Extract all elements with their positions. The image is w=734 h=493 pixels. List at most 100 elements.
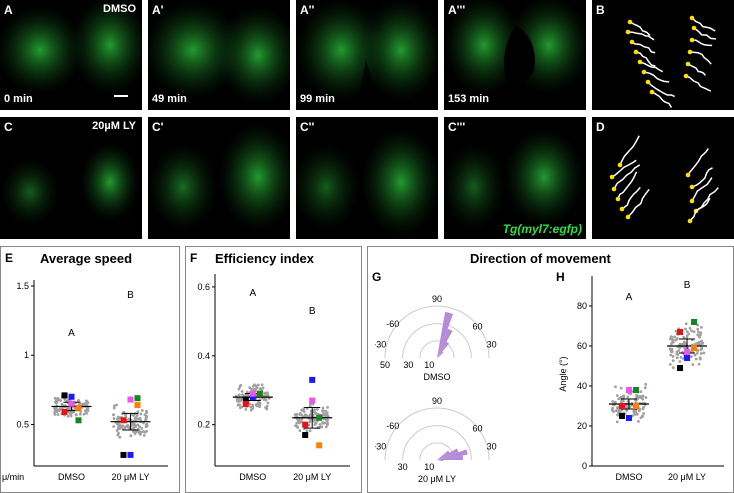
data-point xyxy=(632,410,636,414)
cardiac-tissue-image xyxy=(296,127,438,237)
data-point xyxy=(135,413,139,417)
track-endpoint xyxy=(689,37,695,43)
data-point xyxy=(78,402,81,406)
data-point xyxy=(621,395,625,399)
data-point xyxy=(53,413,57,416)
embryo-mean-marker xyxy=(120,451,127,458)
track-endpoint xyxy=(619,206,625,212)
embryo-mean-marker xyxy=(242,397,249,404)
data-point xyxy=(238,406,242,410)
cell-track xyxy=(691,177,713,202)
cell-track xyxy=(627,188,650,218)
data-point xyxy=(669,337,672,341)
x-tick-label: DMSO xyxy=(239,472,266,482)
y-tick-label: 1 xyxy=(24,350,29,360)
data-point xyxy=(692,330,696,334)
cell-track xyxy=(689,197,711,222)
rose-ring xyxy=(436,305,490,359)
embryo-mean-marker xyxy=(68,393,75,400)
data-point xyxy=(295,421,299,425)
data-point xyxy=(694,357,698,361)
data-point xyxy=(614,409,618,413)
rose-ring xyxy=(402,323,438,359)
data-point xyxy=(124,413,127,417)
data-point xyxy=(639,390,643,394)
data-point xyxy=(678,342,682,346)
data-point xyxy=(696,327,700,331)
data-point xyxy=(699,333,702,337)
data-point xyxy=(326,423,329,427)
track-endpoint xyxy=(689,15,695,21)
data-point xyxy=(86,401,90,405)
rose-ring xyxy=(436,425,472,461)
rose-angle-label: 90 xyxy=(432,396,442,406)
data-point xyxy=(671,366,675,370)
data-point xyxy=(677,349,681,353)
data-point xyxy=(60,402,64,406)
panel-A: A DMSO 0 min xyxy=(0,0,142,110)
data-point xyxy=(298,412,302,415)
data-point xyxy=(59,406,63,410)
data-point xyxy=(112,413,115,417)
data-point xyxy=(239,383,243,387)
significance-label: A xyxy=(68,328,75,339)
data-point xyxy=(312,419,316,423)
cell-track xyxy=(635,51,656,67)
data-point xyxy=(614,385,617,389)
x-tick-label: 20 μM LY xyxy=(293,472,331,482)
data-point xyxy=(324,418,328,422)
data-point xyxy=(673,335,676,339)
embryo-mean-marker xyxy=(618,403,625,409)
data-point xyxy=(132,422,136,426)
data-point xyxy=(248,386,252,389)
data-point xyxy=(615,420,619,424)
panel-C-double-prime: C'' xyxy=(296,117,438,239)
data-point xyxy=(139,412,143,416)
time-label: 153 min xyxy=(448,93,489,105)
rose-bin xyxy=(437,449,468,460)
rose-bin xyxy=(437,355,441,358)
data-point xyxy=(241,393,244,397)
data-point xyxy=(698,356,702,360)
data-point xyxy=(633,412,637,416)
data-point xyxy=(79,410,83,414)
embryo-mean-marker xyxy=(691,345,698,351)
data-point xyxy=(237,387,241,391)
data-point xyxy=(636,412,639,416)
track-endpoint xyxy=(609,174,615,180)
data-point xyxy=(136,423,140,427)
data-point xyxy=(690,329,694,333)
data-point xyxy=(145,411,149,415)
unit-label: μ/min xyxy=(2,472,24,482)
data-point xyxy=(69,413,72,416)
significance-label: B xyxy=(127,290,134,301)
cell-track xyxy=(689,51,712,65)
panel-label: C''' xyxy=(448,120,466,134)
data-point xyxy=(683,342,687,346)
cell-track xyxy=(647,81,676,98)
data-point xyxy=(266,393,270,397)
data-point xyxy=(671,359,675,363)
data-point xyxy=(702,351,706,355)
data-point xyxy=(254,387,258,391)
data-point xyxy=(140,409,144,412)
data-point xyxy=(59,399,62,402)
panel-label: A xyxy=(4,3,13,17)
embryo-mean-marker xyxy=(632,403,639,409)
embryo-mean-marker xyxy=(691,319,698,325)
data-point xyxy=(258,402,262,406)
data-point xyxy=(244,393,248,397)
embryo-mean-marker xyxy=(684,355,691,361)
panel-label: C xyxy=(4,120,13,134)
track-endpoint xyxy=(683,73,689,79)
cell-track xyxy=(629,21,651,37)
data-point xyxy=(261,386,265,390)
cardiac-tissue-image xyxy=(148,0,290,105)
data-point xyxy=(699,348,703,351)
data-point xyxy=(53,410,57,414)
rose-radius-label: 30 xyxy=(398,462,408,472)
data-point xyxy=(244,407,248,411)
cell-track xyxy=(643,71,670,83)
panel-label: A' xyxy=(152,3,164,17)
embryo-mean-marker xyxy=(618,413,625,419)
